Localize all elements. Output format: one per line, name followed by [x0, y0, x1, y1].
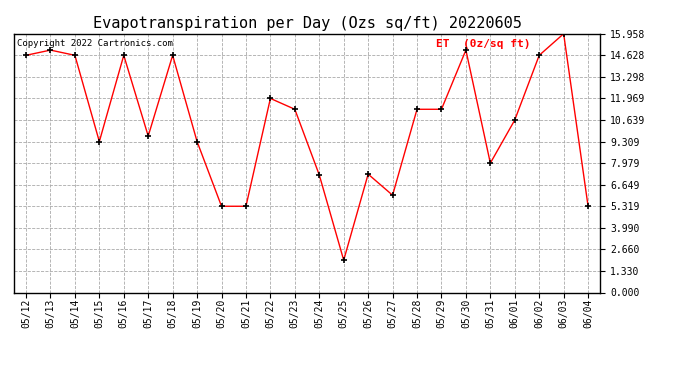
Text: Copyright 2022 Cartronics.com: Copyright 2022 Cartronics.com [17, 39, 172, 48]
Text: ET  (0z/sq ft): ET (0z/sq ft) [436, 39, 531, 49]
Title: Evapotranspiration per Day (Ozs sq/ft) 20220605: Evapotranspiration per Day (Ozs sq/ft) 2… [92, 16, 522, 31]
